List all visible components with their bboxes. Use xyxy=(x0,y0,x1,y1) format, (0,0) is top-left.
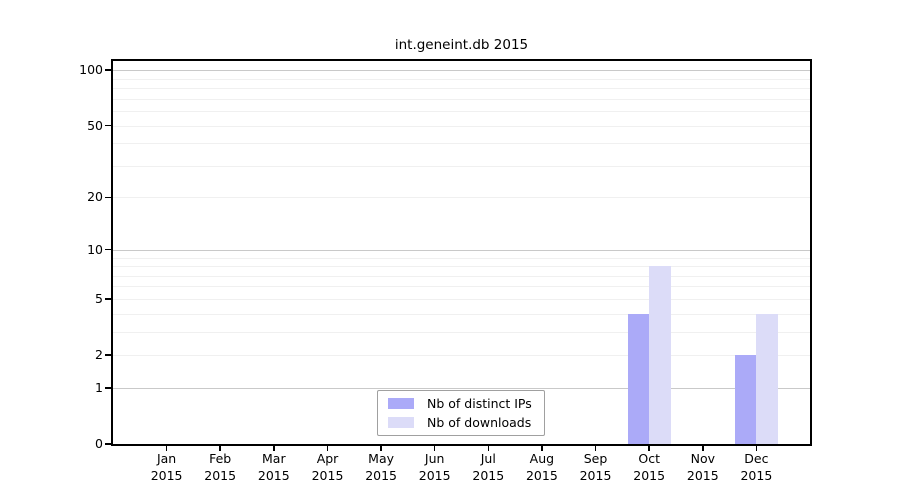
x-tick-label: May 2015 xyxy=(336,450,426,484)
gridline-minor xyxy=(113,275,810,277)
gridline-minor xyxy=(113,78,810,80)
y-tick-mark xyxy=(105,196,111,199)
x-tick-mark xyxy=(380,446,382,451)
x-tick-label: Jun 2015 xyxy=(390,450,480,484)
y-tick-mark xyxy=(105,354,111,356)
bar-downloads-oct xyxy=(649,266,671,444)
x-tick-year: 2015 xyxy=(365,468,397,483)
x-tick-month: Oct xyxy=(638,451,660,466)
legend-item-downloads: Nb of downloads xyxy=(388,415,534,430)
x-tick-month: Jun xyxy=(424,451,445,466)
x-tick-month: Jul xyxy=(480,451,496,466)
gridline-minor xyxy=(113,298,810,300)
x-tick-mark xyxy=(541,446,543,451)
x-tick-year: 2015 xyxy=(686,468,719,483)
bar-downloads-dec xyxy=(756,313,778,444)
x-tick-mark xyxy=(326,446,329,451)
x-tick-mark xyxy=(487,446,490,451)
x-tick-month: Sep xyxy=(583,451,608,466)
x-tick-mark xyxy=(433,446,436,451)
gridline-minor xyxy=(113,110,810,112)
x-tick-month: Nov xyxy=(690,451,715,466)
legend-label-downloads: Nb of downloads xyxy=(427,415,532,430)
gridline-minor xyxy=(113,257,810,259)
y-tick-label: 0 xyxy=(95,436,103,451)
x-tick-label: Feb 2015 xyxy=(175,450,265,484)
x-tick-label: Nov 2015 xyxy=(658,450,748,484)
x-tick-year: 2015 xyxy=(257,468,290,483)
plot-area xyxy=(113,61,810,444)
chart-title: int.geneint.db 2015 xyxy=(394,37,529,53)
y-tick-mark xyxy=(105,124,111,127)
x-tick-month: Dec xyxy=(744,451,769,466)
y-tick-label: 20 xyxy=(87,189,103,205)
x-tick-label: Jul 2015 xyxy=(443,450,533,484)
x-tick-year: 2015 xyxy=(740,468,773,483)
gridline-major xyxy=(113,249,810,251)
legend-label-distinct-ips: Nb of distinct IPs xyxy=(427,396,532,411)
gridline-minor xyxy=(113,165,810,167)
y-tick-mark xyxy=(105,443,111,445)
x-tick-year: 2015 xyxy=(150,468,183,483)
legend-item-distinct-ips: Nb of distinct IPs xyxy=(388,396,534,411)
x-tick-label: Dec 2015 xyxy=(711,450,801,484)
x-tick-mark xyxy=(165,446,168,451)
x-tick-month: Mar xyxy=(262,451,286,466)
x-tick-year: 2015 xyxy=(525,468,558,483)
y-tick-label: 1 xyxy=(95,379,103,395)
legend: Nb of distinct IPs Nb of downloads xyxy=(377,390,545,436)
x-tick-label: Mar 2015 xyxy=(229,450,319,484)
bar-distinct-ips-oct xyxy=(627,313,650,444)
x-tick-month: Apr xyxy=(316,451,339,466)
y-tick-label: 2 xyxy=(95,347,103,362)
x-tick-label: Aug 2015 xyxy=(497,450,587,484)
y-tick-mark xyxy=(105,69,111,71)
legend-swatch-distinct-ips xyxy=(388,398,414,409)
legend-swatch-downloads xyxy=(388,417,414,428)
x-tick-label: Sep 2015 xyxy=(551,450,641,484)
y-tick-mark xyxy=(105,298,111,300)
x-tick-mark xyxy=(219,446,221,451)
gridline-minor xyxy=(113,355,810,356)
x-tick-year: 2015 xyxy=(579,468,612,483)
gridline-minor xyxy=(113,313,810,315)
x-tick-label: Oct 2015 xyxy=(604,450,694,484)
x-tick-year: 2015 xyxy=(311,468,344,483)
y-tick-label: 5 xyxy=(95,290,103,306)
y-tick-label: 100 xyxy=(79,62,103,78)
x-tick-month: Feb xyxy=(209,451,232,466)
x-tick-year: 2015 xyxy=(204,468,237,483)
x-tick-mark xyxy=(273,446,275,451)
gridline-major xyxy=(113,70,810,72)
y-tick-mark xyxy=(105,248,111,251)
x-tick-month: May xyxy=(368,451,395,466)
x-tick-year: 2015 xyxy=(418,468,451,483)
y-tick-label: 10 xyxy=(87,241,103,257)
x-tick-mark xyxy=(755,446,758,451)
gridline-minor xyxy=(113,125,810,127)
x-tick-year: 2015 xyxy=(633,468,666,483)
gridline-minor xyxy=(113,143,810,145)
x-tick-month: Jan xyxy=(156,451,177,466)
gridline-minor xyxy=(113,331,810,333)
x-tick-label: Apr 2015 xyxy=(283,450,373,484)
x-tick-mark xyxy=(594,446,597,451)
x-tick-label: Jan 2015 xyxy=(122,450,212,484)
x-tick-year: 2015 xyxy=(472,468,505,483)
x-tick-month: Aug xyxy=(529,451,555,466)
y-tick-label: 50 xyxy=(87,117,103,133)
x-tick-mark xyxy=(648,446,650,451)
bar-distinct-ips-dec xyxy=(734,355,757,444)
gridline-minor xyxy=(113,286,810,288)
gridline-minor xyxy=(113,88,810,89)
gridline-minor xyxy=(113,266,810,267)
gridline-minor xyxy=(113,197,810,199)
y-tick-mark xyxy=(105,387,111,389)
gridline-major xyxy=(113,387,810,389)
gridline-minor xyxy=(113,98,810,100)
x-tick-mark xyxy=(702,446,704,451)
